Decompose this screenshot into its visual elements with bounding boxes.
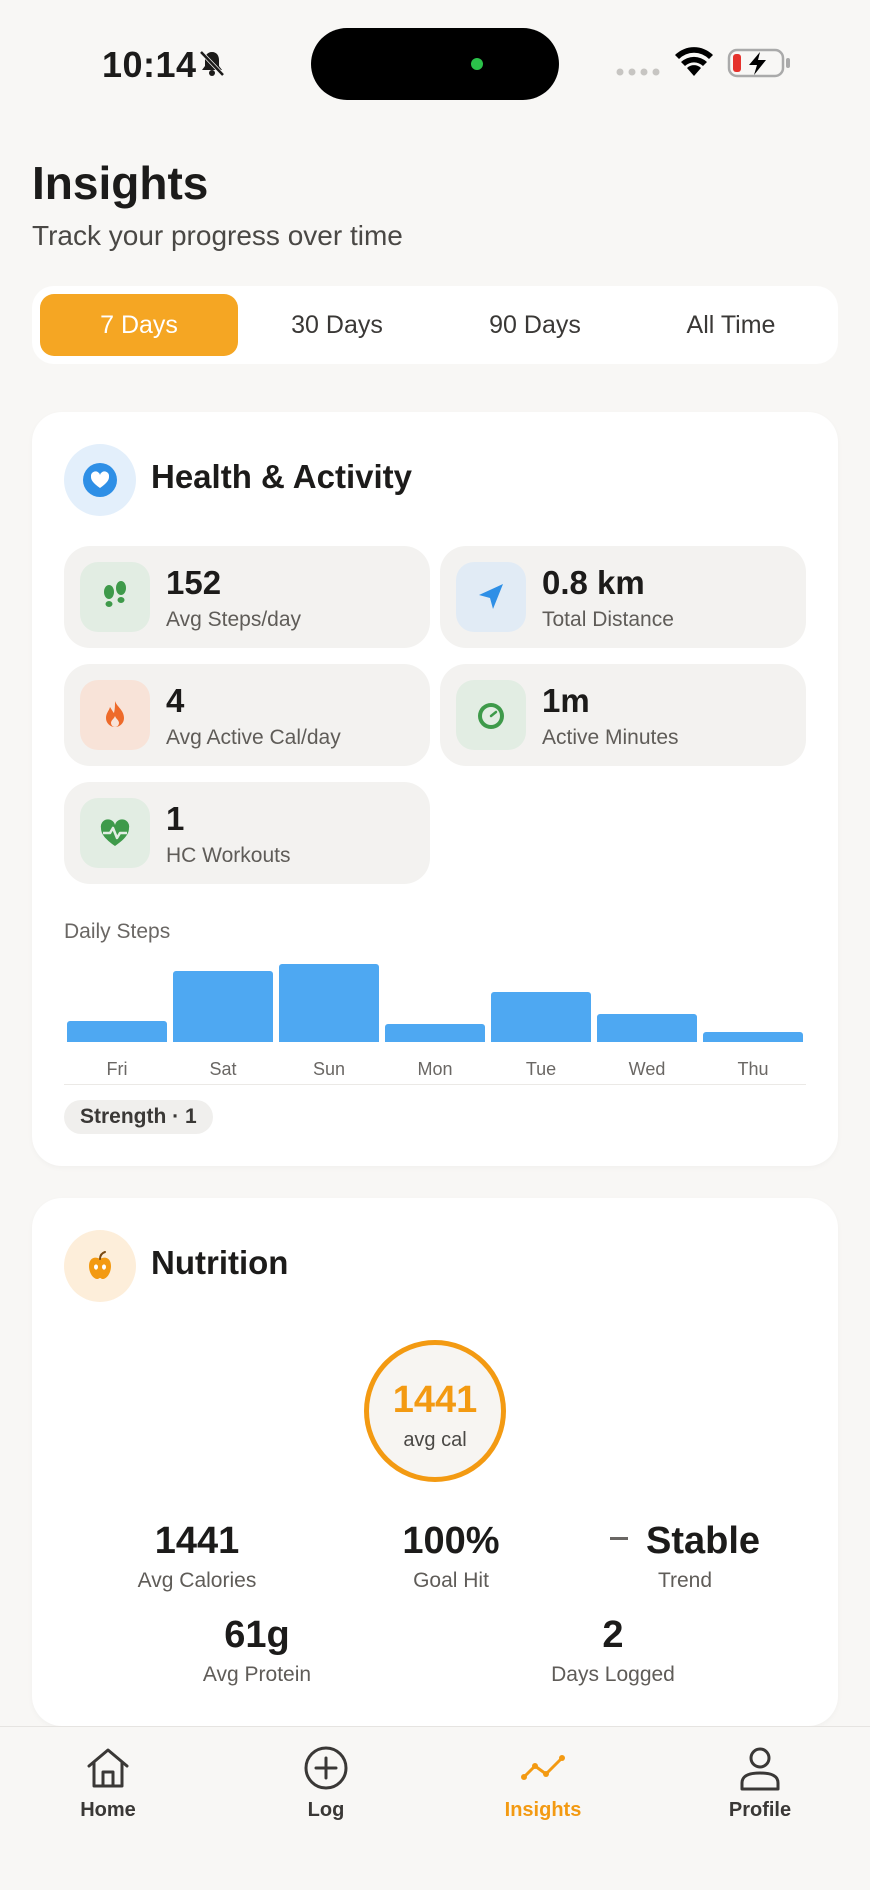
nutrition-stat-value: 100%: [402, 1520, 500, 1562]
stat-value: 1: [166, 800, 185, 837]
nutrition-stat-avg-calories: 1441 Avg Calories: [84, 1520, 310, 1593]
heart-badge-icon: [64, 444, 136, 516]
health-card-title: Health & Activity: [151, 458, 413, 495]
nav-label: Insights: [504, 1799, 582, 1821]
workout-type-chip: Strength · 1: [64, 1100, 213, 1134]
footsteps-icon: [80, 562, 150, 632]
nav-label: Home: [80, 1799, 136, 1821]
navigation-arrow-icon: [456, 562, 526, 632]
stat-label: Total Distance: [542, 608, 674, 631]
nutrition-stat-label: Avg Protein: [202, 1663, 312, 1686]
stat-value: 152: [166, 564, 222, 601]
bottom-nav: Home Log Insights Profile: [0, 1726, 870, 1890]
steps-bar-fri: [67, 1021, 167, 1042]
nutrition-stat-value: Stable: [645, 1520, 761, 1562]
stat-avg-steps[interactable]: 152 Avg Steps/day: [64, 546, 430, 648]
steps-bar-mon: [385, 1023, 485, 1042]
nav-label: Profile: [728, 1799, 792, 1821]
camera-indicator-icon: [471, 58, 483, 70]
steps-day-label: Sun: [312, 1059, 346, 1079]
nutrition-stat-trend: Stable Trend: [572, 1520, 798, 1593]
daily-steps-label: Daily Steps: [64, 920, 171, 943]
stat-value: 0.8 km: [542, 564, 645, 601]
nav-insights[interactable]: Insights: [473, 1743, 613, 1822]
dynamic-island: [311, 28, 559, 100]
stat-hc-workouts[interactable]: 1 HC Workouts: [64, 782, 430, 884]
flame-icon: [80, 680, 150, 750]
tab-all-time[interactable]: All Time: [686, 310, 776, 339]
nutrition-card-title: Nutrition: [151, 1244, 289, 1281]
nutrition-stat-value: 61g: [224, 1614, 290, 1656]
nutrition-stat-value: 1441: [154, 1520, 240, 1562]
stat-value: 1m: [542, 682, 590, 719]
nutrition-stat-label: Goal Hit: [413, 1569, 489, 1592]
steps-day-label: Sat: [209, 1059, 237, 1079]
time-range-selector: 7 Days 30 Days 90 Days All Time: [32, 286, 838, 364]
add-circle-icon: [304, 1746, 348, 1790]
tab-7-days[interactable]: 7 Days: [40, 294, 238, 356]
tab-30-days[interactable]: 30 Days: [291, 310, 383, 339]
page-title: Insights: [32, 157, 209, 209]
wifi-icon: [675, 47, 713, 76]
nutrition-stat-label: Avg Calories: [137, 1569, 257, 1592]
steps-bar-sun: [279, 963, 379, 1042]
bell-muted-icon: [199, 50, 225, 77]
nav-label: Log: [307, 1799, 345, 1821]
person-icon: [740, 1747, 780, 1791]
nutrition-stat-value: 2: [602, 1614, 624, 1656]
home-icon: [87, 1748, 129, 1788]
nutrition-stat-days-logged: 2 Days Logged: [500, 1614, 726, 1687]
tab-90-days[interactable]: 90 Days: [489, 310, 581, 339]
ring-value: 1441: [392, 1379, 478, 1421]
timer-icon: [456, 680, 526, 750]
stat-label: Avg Steps/day: [166, 608, 302, 631]
nav-profile[interactable]: Profile: [690, 1743, 830, 1822]
steps-day-label: Fri: [106, 1059, 128, 1079]
steps-bar-wed: [597, 1014, 697, 1042]
divider: [64, 1084, 806, 1085]
avg-calories-ring: 1441 avg cal: [364, 1340, 506, 1482]
stat-active-calories[interactable]: 4 Avg Active Cal/day: [64, 664, 430, 766]
trend-line-icon: [521, 1755, 565, 1780]
daily-steps-chart: Fri Sat Sun Mon Tue Wed Thu: [64, 952, 806, 1082]
battery-charging-icon: [727, 48, 790, 78]
status-bar: 10:14: [0, 0, 870, 130]
steps-bar-thu: [703, 1031, 803, 1042]
cellular-signal-icon: [616, 68, 660, 76]
nav-log[interactable]: Log: [256, 1743, 396, 1822]
trend-flat-icon: [609, 1537, 628, 1541]
steps-day-label: Wed: [628, 1059, 666, 1079]
nutrition-stat-label: Trend: [657, 1569, 713, 1592]
ring-label: avg cal: [403, 1429, 467, 1451]
steps-bar-tue: [491, 991, 591, 1042]
nutrition-card: Nutrition 1441 avg cal 1441 Avg Calories…: [32, 1198, 838, 1726]
stat-value: 4: [166, 682, 185, 719]
status-time: 10:14: [102, 44, 197, 85]
stat-label: HC Workouts: [166, 844, 291, 867]
nutrition-stat-label: Days Logged: [551, 1663, 675, 1686]
page-subtitle: Track your progress over time: [32, 220, 403, 251]
steps-bar-sat: [173, 970, 273, 1042]
stat-label: Avg Active Cal/day: [166, 726, 341, 749]
apple-icon: [64, 1230, 136, 1302]
heart-pulse-icon: [80, 798, 150, 868]
stat-active-minutes[interactable]: 1m Active Minutes: [440, 664, 806, 766]
nutrition-stat-avg-protein: 61g Avg Protein: [144, 1614, 370, 1687]
stat-total-distance[interactable]: 0.8 km Total Distance: [440, 546, 806, 648]
steps-day-label: Thu: [737, 1059, 769, 1079]
nav-home[interactable]: Home: [38, 1743, 178, 1822]
nutrition-stat-goal-hit: 100% Goal Hit: [338, 1520, 564, 1593]
steps-day-label: Tue: [525, 1059, 557, 1079]
health-activity-card: Health & Activity 152 Avg Steps/day 0.8 …: [32, 412, 838, 1166]
stat-label: Active Minutes: [542, 726, 679, 749]
steps-day-label: Mon: [417, 1059, 453, 1079]
